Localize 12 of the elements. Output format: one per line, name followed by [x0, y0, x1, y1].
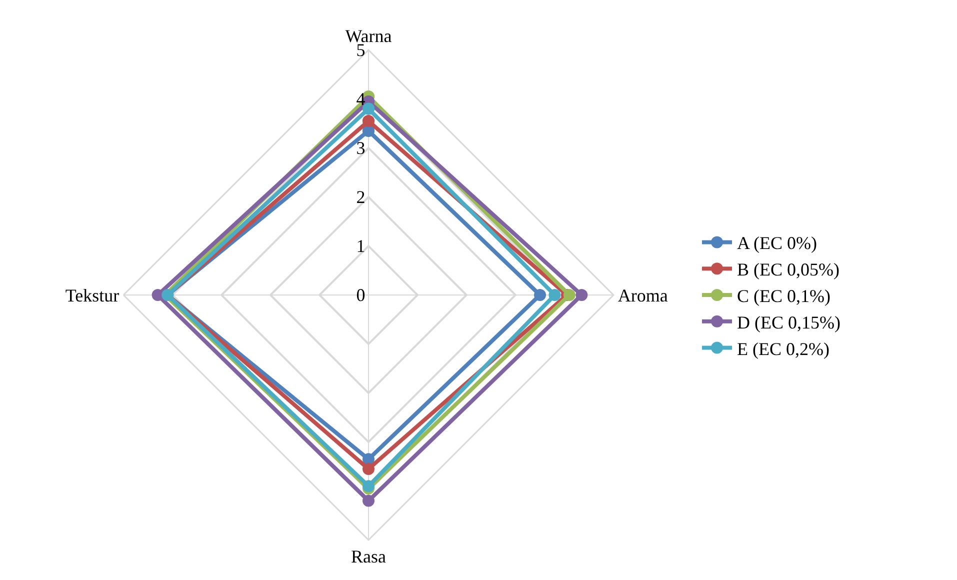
y-tick-label: 3: [356, 138, 366, 158]
legend-label: B (EC 0,05%): [737, 260, 840, 280]
spoke-label: Tekstur: [65, 285, 120, 306]
y-tick-label: 2: [356, 186, 366, 207]
legend-label: D (EC 0,15%): [737, 312, 840, 332]
legend-label: E (EC 0,2%): [737, 338, 830, 359]
y-tick-label: 1: [356, 236, 366, 256]
y-tick-label: 0: [356, 284, 366, 305]
spoke-label: Aroma: [618, 285, 668, 306]
legend-label: A (EC 0%): [737, 233, 817, 254]
spoke-label: Rasa: [351, 546, 386, 566]
legend-label: C (EC 0,1%): [737, 286, 830, 306]
